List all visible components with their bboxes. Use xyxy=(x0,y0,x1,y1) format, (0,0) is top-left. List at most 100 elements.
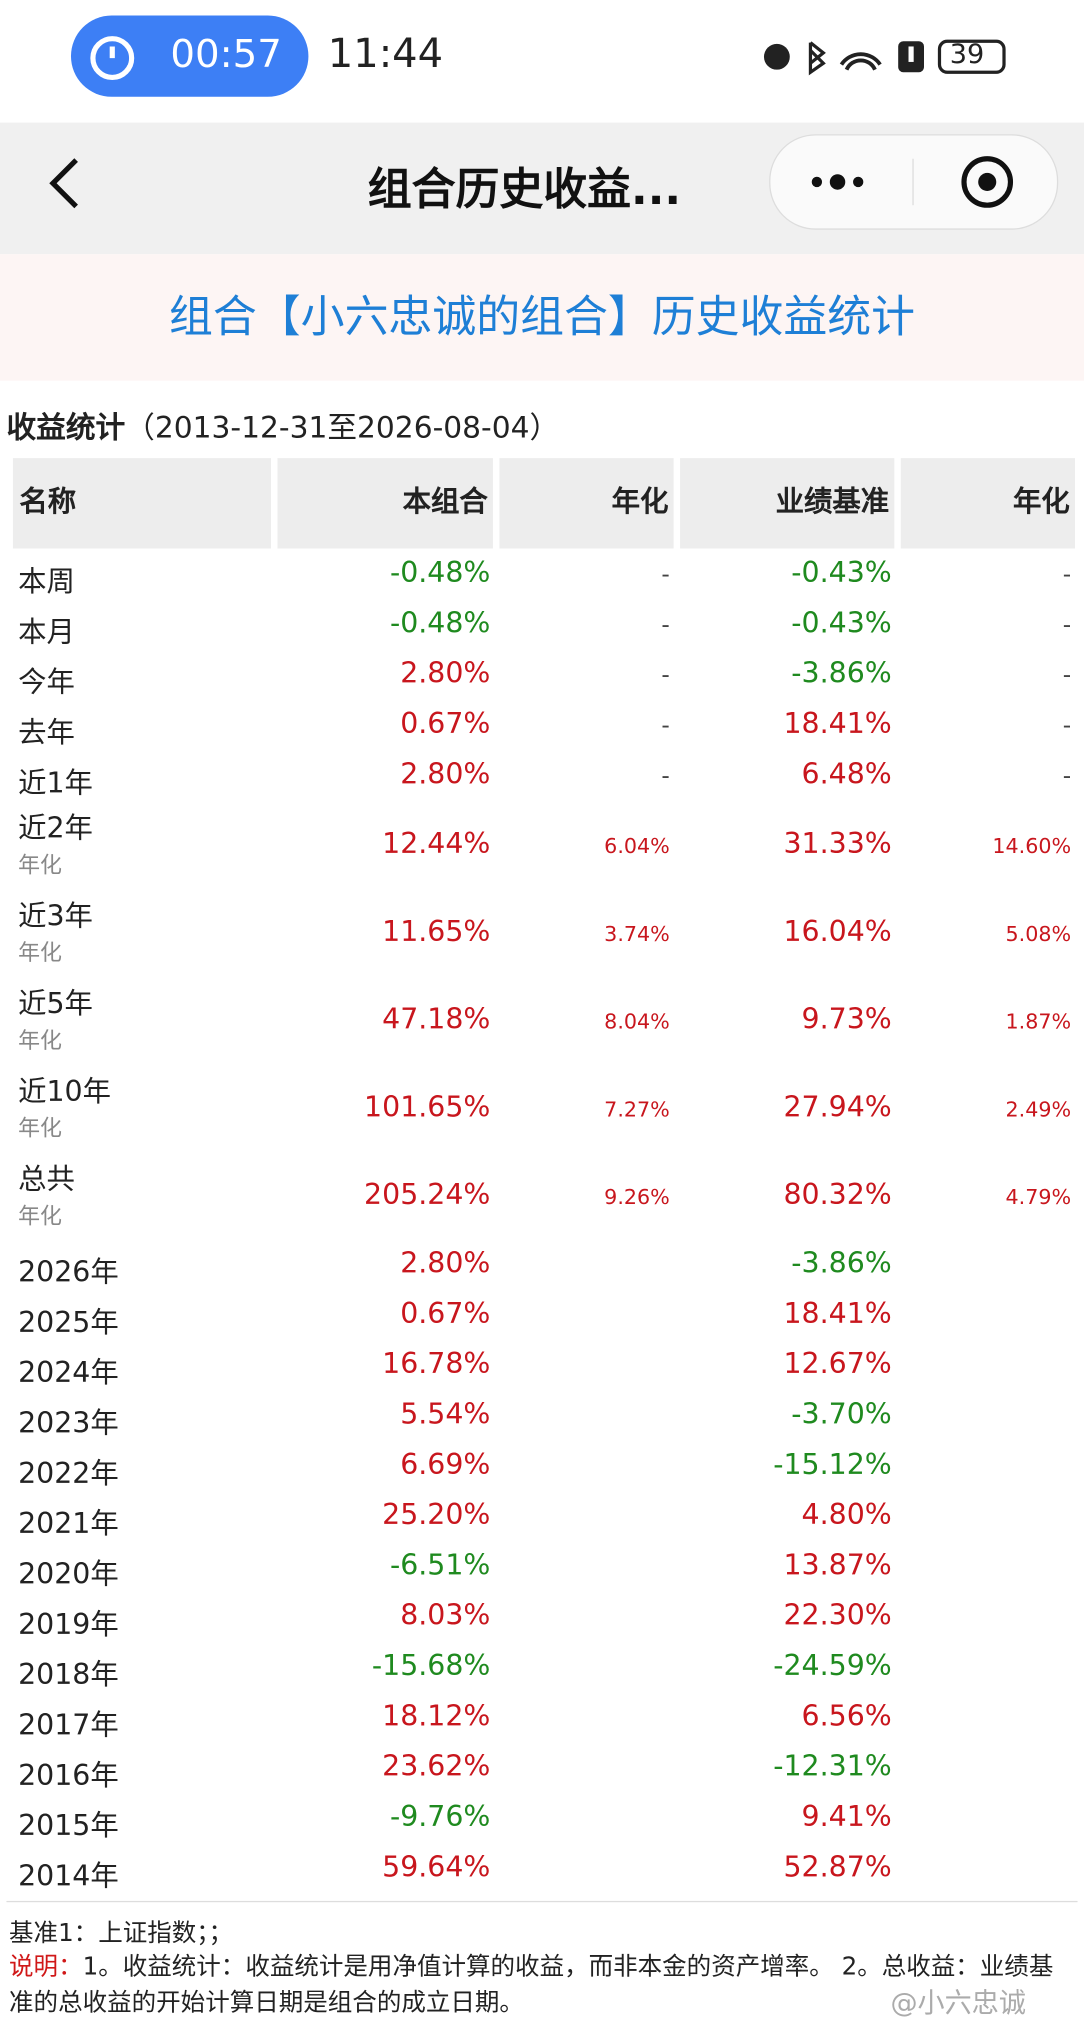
cell-value: 0.67% xyxy=(400,1298,491,1331)
nav-title: 组合历史收益... xyxy=(367,163,682,216)
clock: 11:44 xyxy=(327,30,444,78)
row-name: 本周 xyxy=(18,565,75,599)
cell-value: 9.41% xyxy=(801,1801,892,1835)
watermark: @小六忠诚 xyxy=(890,1987,1026,2019)
column-header: 名称 xyxy=(12,458,272,549)
cell-value: 52.87% xyxy=(783,1852,892,1885)
cell-value: -0.48% xyxy=(389,557,491,591)
timer: 00:57 xyxy=(170,32,282,78)
cell-value: 22.30% xyxy=(783,1600,892,1633)
row-name: 2024年 xyxy=(18,1356,119,1390)
row-note: 年化 xyxy=(18,940,62,967)
cell-value: -0.43% xyxy=(791,557,892,591)
cell-value: 7.27% xyxy=(604,1096,670,1121)
cell-value: 18.41% xyxy=(783,708,892,741)
capsule xyxy=(769,134,1059,230)
row-note: 年化 xyxy=(18,1204,62,1230)
note-text: 1。收益统计：收益统计是用净值计算的收益，而非本金的资产增率。 2。总收益：业绩… xyxy=(9,1952,1054,2018)
row-name: 2017年 xyxy=(18,1709,119,1742)
cell-value: 205.24% xyxy=(364,1179,491,1212)
note-label: 说明： xyxy=(9,1952,83,1981)
row-name: 今年 xyxy=(18,666,75,699)
more-button[interactable] xyxy=(809,161,874,202)
cell-value: -0.48% xyxy=(389,608,491,641)
cell-value: 47.18% xyxy=(382,1003,491,1036)
row-name: 2025年 xyxy=(18,1306,119,1339)
cell-value: 18.41% xyxy=(783,1298,892,1331)
cell-value: 6.04% xyxy=(604,833,670,858)
column-header: 业绩基准 xyxy=(680,458,895,549)
row-name: 2026年 xyxy=(18,1256,119,1289)
cell-value: 0.67% xyxy=(400,708,491,741)
cell-value: 14.60% xyxy=(992,833,1072,858)
status-icons xyxy=(763,39,1006,76)
cell-value: -15.12% xyxy=(773,1449,892,1482)
timer-pill[interactable]: 00:57 xyxy=(70,15,309,97)
cell-value: 2.80% xyxy=(400,658,491,691)
cell-value: -12.31% xyxy=(773,1751,892,1784)
cell-value: 25.20% xyxy=(382,1499,491,1533)
cell-value: - xyxy=(661,561,670,589)
cell-value: - xyxy=(661,762,670,790)
cell-value: 6.48% xyxy=(801,759,892,792)
row-name: 近5年 xyxy=(18,988,93,1021)
row-name: 2021年 xyxy=(18,1507,119,1541)
close-button[interactable] xyxy=(959,154,1016,211)
column-header: 本组合 xyxy=(277,458,493,549)
cell-value: 59.64% xyxy=(382,1852,491,1885)
cell-value: 16.04% xyxy=(783,915,892,949)
cell-value: 8.04% xyxy=(604,1008,670,1034)
cell-value: 9.26% xyxy=(604,1184,670,1209)
section-label: 收益统计 xyxy=(6,411,126,446)
row-name: 近10年 xyxy=(18,1076,111,1109)
cell-value: 23.62% xyxy=(382,1751,491,1784)
cell-value: 1.87% xyxy=(1005,1008,1072,1034)
row-name: 近2年 xyxy=(18,813,93,846)
cell-value: 8.03% xyxy=(400,1600,491,1633)
row-name: 2015年 xyxy=(18,1809,119,1843)
cell-value: -3.70% xyxy=(791,1399,892,1432)
section-range: （2013-12-31至2026-08-04） xyxy=(125,411,560,446)
row-name: 2018年 xyxy=(18,1658,119,1692)
cell-value: 6.56% xyxy=(801,1701,892,1734)
cell-value: 5.08% xyxy=(1005,920,1072,946)
section-heading: 收益统计（2013-12-31至2026-08-04） xyxy=(6,403,559,447)
cell-value: 9.73% xyxy=(801,1003,892,1036)
cell-value: 12.67% xyxy=(783,1348,892,1382)
row-note: 年化 xyxy=(18,1116,62,1143)
cell-value: - xyxy=(1062,762,1072,790)
battery: 39 xyxy=(949,38,985,70)
row-name: 本月 xyxy=(18,616,75,649)
row-name: 去年 xyxy=(18,716,75,750)
cell-value: 3.74% xyxy=(604,920,670,946)
cell-value: 18.12% xyxy=(382,1701,491,1734)
cell-value: - xyxy=(1062,561,1072,589)
note: 说明：1。收益统计：收益统计是用净值计算的收益，而非本金的资产增率。 2。总收益… xyxy=(9,1949,1078,2021)
cell-value: - xyxy=(661,712,670,740)
row-name: 2020年 xyxy=(18,1558,119,1591)
cell-value: 2.49% xyxy=(1005,1096,1072,1121)
cell-value: 4.80% xyxy=(801,1499,892,1533)
cell-value: 16.78% xyxy=(382,1348,491,1382)
cell-value: 80.32% xyxy=(783,1179,892,1212)
cell-value: -24.59% xyxy=(773,1650,892,1684)
cell-value: -3.86% xyxy=(791,658,892,691)
cell-value: 27.94% xyxy=(783,1091,892,1124)
cell-value: - xyxy=(661,611,670,639)
cell-value: 101.65% xyxy=(364,1091,491,1124)
back-button[interactable] xyxy=(45,155,84,212)
cell-value: 2.80% xyxy=(400,759,491,792)
row-name: 近3年 xyxy=(18,900,93,934)
cell-value: -3.86% xyxy=(791,1248,892,1281)
cell-value: 13.87% xyxy=(783,1550,892,1583)
cell-value: 4.79% xyxy=(1005,1184,1072,1209)
row-note: 年化 xyxy=(18,853,62,879)
row-name: 近1年 xyxy=(18,767,93,800)
nav-bar: 组合历史收益... xyxy=(0,122,1084,255)
banner-title: 组合【小六忠诚的组合】历史收益统计 xyxy=(0,254,1084,381)
cell-value: 12.44% xyxy=(382,828,491,861)
row-name: 2016年 xyxy=(18,1759,119,1792)
row-name: 2019年 xyxy=(18,1608,119,1641)
column-header: 年化 xyxy=(900,458,1075,549)
